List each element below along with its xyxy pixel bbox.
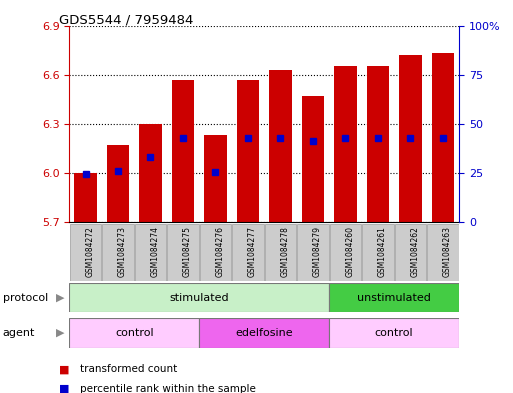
Bar	[171, 80, 194, 222]
FancyBboxPatch shape	[265, 224, 296, 281]
Text: GSM1084279: GSM1084279	[313, 226, 322, 277]
Bar	[399, 55, 422, 222]
Text: agent: agent	[3, 328, 35, 338]
FancyBboxPatch shape	[70, 224, 101, 281]
Text: GSM1084260: GSM1084260	[345, 226, 354, 277]
FancyBboxPatch shape	[330, 224, 361, 281]
FancyBboxPatch shape	[135, 224, 166, 281]
Text: transformed count: transformed count	[80, 364, 177, 375]
FancyBboxPatch shape	[232, 224, 264, 281]
Bar	[74, 173, 97, 222]
Text: ▶: ▶	[55, 328, 64, 338]
Text: GSM1084272: GSM1084272	[86, 226, 94, 277]
Text: control: control	[115, 328, 153, 338]
Text: ▶: ▶	[55, 293, 64, 303]
FancyBboxPatch shape	[167, 224, 199, 281]
Text: percentile rank within the sample: percentile rank within the sample	[80, 384, 255, 393]
Text: GSM1084275: GSM1084275	[183, 226, 192, 277]
Bar	[204, 135, 227, 222]
Text: GSM1084263: GSM1084263	[443, 226, 452, 277]
Bar	[431, 53, 454, 222]
Bar	[139, 124, 162, 222]
Text: GSM1084274: GSM1084274	[150, 226, 160, 277]
Text: edelfosine: edelfosine	[235, 328, 293, 338]
Text: GSM1084277: GSM1084277	[248, 226, 257, 277]
Bar	[199, 318, 329, 348]
Bar	[107, 145, 129, 222]
Text: stimulated: stimulated	[169, 293, 229, 303]
Bar	[329, 318, 459, 348]
FancyBboxPatch shape	[362, 224, 393, 281]
FancyBboxPatch shape	[297, 224, 329, 281]
Bar	[366, 66, 389, 222]
Bar	[334, 66, 357, 222]
Text: GSM1084278: GSM1084278	[281, 226, 289, 277]
Bar	[269, 70, 292, 222]
Bar	[302, 96, 324, 222]
Text: GSM1084273: GSM1084273	[118, 226, 127, 277]
Text: GSM1084276: GSM1084276	[215, 226, 225, 277]
Text: GSM1084262: GSM1084262	[410, 226, 420, 277]
Text: control: control	[375, 328, 413, 338]
FancyBboxPatch shape	[102, 224, 134, 281]
FancyBboxPatch shape	[200, 224, 231, 281]
FancyBboxPatch shape	[394, 224, 426, 281]
Bar	[69, 318, 199, 348]
Bar	[329, 283, 459, 312]
Text: unstimulated: unstimulated	[357, 293, 431, 303]
Text: protocol: protocol	[3, 293, 48, 303]
Bar	[236, 80, 259, 222]
Text: ■: ■	[59, 384, 69, 393]
Text: ■: ■	[59, 364, 69, 375]
Bar	[69, 283, 329, 312]
FancyBboxPatch shape	[427, 224, 459, 281]
Text: GDS5544 / 7959484: GDS5544 / 7959484	[59, 14, 193, 27]
Text: GSM1084261: GSM1084261	[378, 226, 387, 277]
